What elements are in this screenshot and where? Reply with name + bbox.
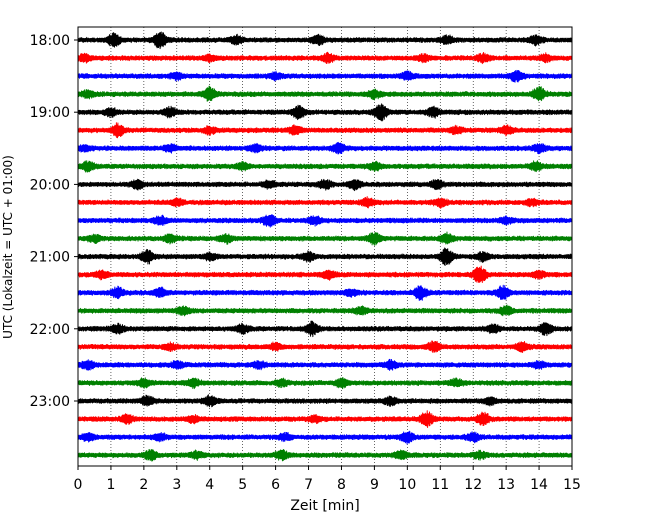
y-axis: 18:00 19:00 20:00 21:00 22:00 23:00 — [30, 33, 78, 410]
x-axis-label: Zeit [min] — [290, 498, 359, 514]
trace-1900 — [77, 103, 573, 122]
y-tick-label: 22:00 — [30, 322, 70, 338]
x-tick-label: 0 — [74, 477, 83, 493]
trace-2215 — [77, 340, 573, 354]
x-tick-label: 6 — [271, 477, 280, 493]
x-tick-label: 12 — [464, 477, 482, 493]
trace-2315 — [77, 410, 573, 428]
y-tick-label: 20:00 — [30, 177, 70, 193]
x-tick-label: 15 — [563, 477, 581, 493]
trace-1800 — [77, 31, 573, 50]
x-tick-label: 5 — [238, 477, 247, 493]
y-tick-label: 21:00 — [30, 250, 70, 266]
trace-2030 — [77, 214, 573, 228]
trace-2330 — [77, 430, 573, 445]
x-tick-label: 14 — [530, 477, 548, 493]
x-tick-label: 8 — [337, 477, 346, 493]
y-tick-label: 19:00 — [30, 105, 70, 121]
y-axis-label: UTC (Lokalzeit = UTC + 01:00) — [1, 155, 15, 339]
trace-2145 — [77, 304, 573, 317]
trace-2100 — [77, 247, 573, 267]
trace-2245 — [77, 377, 573, 390]
trace-2200 — [77, 320, 573, 338]
grid — [110, 27, 540, 466]
x-tick-label: 7 — [304, 477, 313, 493]
trace-1845 — [77, 85, 573, 102]
y-tick-label: 23:00 — [30, 394, 70, 410]
trace-1815 — [77, 51, 573, 65]
trace-2130 — [77, 284, 573, 301]
x-tick-label: 3 — [172, 477, 181, 493]
trace-2015 — [77, 196, 573, 209]
trace-1830 — [77, 69, 573, 83]
trace-2345 — [77, 448, 573, 462]
trace-2000 — [77, 178, 573, 192]
x-tick-label: 4 — [205, 477, 214, 493]
x-tick-label: 9 — [370, 477, 379, 493]
y-tick-label: 18:00 — [30, 33, 70, 49]
plot-frame — [77, 26, 573, 467]
x-tick-label: 11 — [431, 477, 449, 493]
trace-2300 — [77, 394, 573, 408]
trace-1915 — [77, 122, 573, 139]
x-tick-label: 1 — [106, 477, 115, 493]
x-tick-label: 13 — [497, 477, 515, 493]
x-axis: 0 1 2 3 4 5 6 7 8 9 10 11 12 13 14 15 — [74, 466, 581, 493]
trace-2115 — [77, 265, 573, 283]
trace-2230 — [77, 358, 573, 371]
trace-2045 — [77, 231, 573, 246]
trace-1930 — [77, 141, 573, 155]
x-tick-label: 10 — [398, 477, 416, 493]
trace-1945 — [77, 160, 573, 173]
traces — [77, 31, 573, 462]
x-tick-label: 2 — [139, 477, 148, 493]
